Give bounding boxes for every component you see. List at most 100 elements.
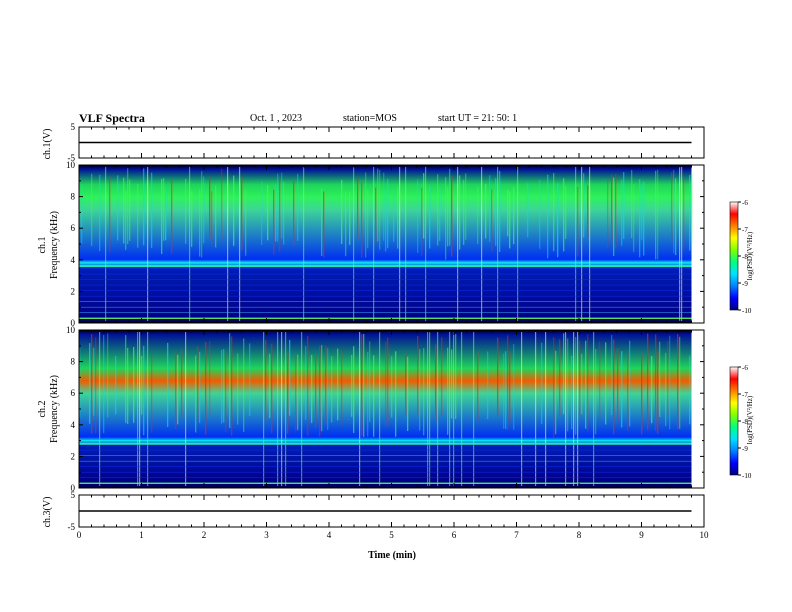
spectrogram-column: [555, 350, 557, 435]
x-tick-label: 2: [202, 530, 207, 540]
sferic-stripe: [139, 332, 141, 486]
spectrogram-column: [503, 353, 505, 429]
spectrogram-column: [691, 172, 693, 245]
sferic-stripe: [575, 167, 577, 321]
spectrogram-column: [95, 337, 97, 434]
sferic-stripe: [373, 167, 375, 321]
sferic-stripe: [517, 167, 519, 321]
sferic-stripe: [359, 332, 361, 486]
spectrogram-column: [331, 356, 333, 423]
colorbar-tick-label: -6: [742, 364, 748, 372]
spectrogram-column: [651, 356, 653, 424]
spectrogram-column: [407, 356, 409, 432]
spectrogram-column: [89, 343, 91, 424]
spectrogram-column: [437, 174, 439, 246]
spectrogram-column: [657, 169, 659, 260]
spectrogram-column: [387, 337, 389, 426]
spectrogram-column: [491, 189, 493, 252]
sferic-stripe: [99, 332, 101, 486]
spectrogram-column: [127, 347, 129, 424]
spectrogram-column: [477, 186, 479, 245]
spectrogram-column: [595, 349, 597, 435]
spectrogram-column: [429, 185, 431, 249]
spectrogram-column: [365, 172, 367, 258]
spectrogram-column: [269, 353, 271, 419]
spectrogram-column: [311, 354, 313, 423]
spectrogram-column: [327, 348, 329, 430]
spectrogram-column: [205, 341, 207, 435]
spectrogram-column: [99, 174, 101, 252]
sferic-stripe: [285, 332, 287, 486]
spectrogram-column: [201, 171, 203, 258]
spectrogram-column: [315, 355, 317, 428]
spectrogram-column: [669, 335, 671, 430]
spectrogram-column: [643, 181, 645, 256]
y-tick-label: 0: [71, 318, 76, 328]
spectrogram-column: [667, 341, 669, 415]
spectrogram-column: [223, 348, 225, 423]
spectrogram-column: [211, 191, 213, 247]
spectrogram-column: [553, 337, 555, 438]
spectrogram-column: [305, 345, 307, 420]
y-tick-label: 4: [71, 255, 76, 265]
ch2-colorbar: -6 -7 -8 -9 -10: [729, 364, 752, 480]
spectrogram-column: [319, 345, 321, 437]
spectrogram-column: [613, 339, 615, 435]
spectrogram-column: [265, 340, 267, 421]
spectrogram-column: [325, 345, 327, 424]
sferic-stripe: [185, 332, 187, 486]
spectrogram-column: [655, 170, 657, 260]
spectrogram-column: [659, 341, 661, 417]
spectrogram-column: [583, 173, 585, 238]
spectrogram-column: [341, 179, 343, 244]
spectrogram-column: [451, 175, 453, 257]
sferic-stripe: [681, 167, 683, 321]
spectrogram-column: [527, 183, 529, 238]
spectrogram-column: [563, 333, 565, 415]
sferic-stripe: [497, 167, 499, 321]
spectrogram-column: [351, 354, 353, 417]
y-tick-label: 2: [71, 286, 76, 296]
spectrogram-column: [353, 346, 355, 433]
spectrogram-column: [245, 189, 247, 256]
spectrogram-column: [509, 191, 511, 249]
spectrogram-column: [647, 333, 649, 430]
spectrogram-column: [357, 177, 359, 240]
sferic-stripe: [353, 167, 355, 321]
spectrogram-column: [167, 342, 169, 427]
sferic-stripe: [581, 167, 583, 321]
sferic-stripe: [457, 167, 459, 321]
spectrogram-column: [115, 355, 117, 415]
spectrogram-column: [463, 179, 465, 245]
spectrogram-column: [617, 348, 619, 422]
colorbar-tick-label: -10: [742, 472, 752, 480]
y-tick-label: 8: [71, 192, 76, 202]
sferic-stripe: [453, 332, 455, 486]
spectrogram-column: [249, 343, 251, 417]
x-tick-label: 4: [327, 530, 332, 540]
spectrogram-column: [397, 187, 399, 249]
spectrogram-column: [405, 353, 407, 416]
spectrogram-column: [361, 334, 363, 437]
spectrogram-column: [271, 343, 273, 433]
spectrogram-column: [671, 172, 673, 243]
colorbar-tick-label: -9: [742, 280, 748, 288]
station-label: station=MOS: [343, 113, 397, 124]
spectrogram-column: [579, 340, 581, 417]
spectrogram-column: [575, 336, 577, 435]
spectrogram-column: [279, 179, 281, 252]
spectrogram-column: [613, 177, 615, 256]
spectrogram-column: [107, 333, 109, 418]
spectrogram-column: [387, 178, 389, 249]
spectrogram-column: [447, 347, 449, 435]
spectrogram-column: [565, 185, 567, 239]
spectrogram-column: [379, 169, 381, 250]
spectrogram-column: [391, 356, 393, 418]
y-tick-label: 10: [66, 160, 76, 170]
spectrogram-column: [485, 183, 487, 239]
spectrogram-column: [611, 174, 613, 241]
spectrogram-column: [571, 355, 573, 430]
spectrogram-column: [369, 341, 371, 423]
spectrogram-column: [81, 184, 83, 244]
sferic-stripe: [481, 167, 483, 321]
